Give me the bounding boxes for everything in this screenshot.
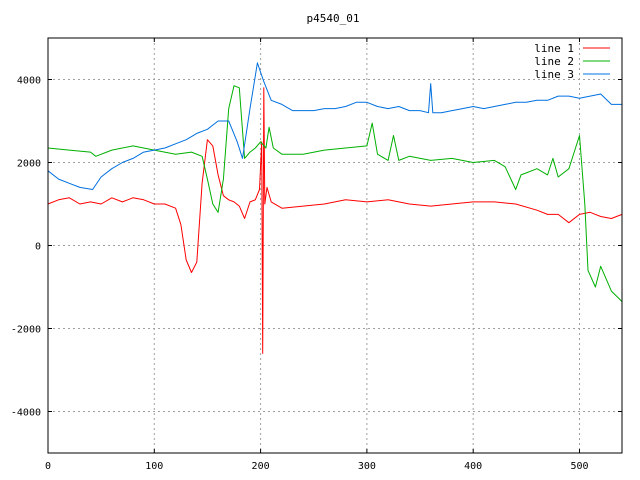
x-tick-label: 500 [570,461,588,472]
x-tick-label: 0 [45,461,51,472]
legend-label: line 2 [534,55,574,68]
y-tick-label: -4000 [11,408,41,419]
x-tick-label: 200 [252,461,270,472]
grid [47,38,622,453]
legend-label: line 1 [534,42,574,55]
chart-title: p4540_01 [307,12,360,25]
series-line-1 [47,87,623,354]
y-tick-label: 4000 [17,76,41,87]
series-line-2 [47,85,623,302]
y-tick-label: 2000 [17,159,41,170]
y-tick-label: -2000 [11,325,41,336]
series-lines [47,62,623,354]
series-line-3 [47,62,622,190]
legend-label: line 3 [534,68,574,81]
x-tick-label: 300 [358,461,376,472]
x-tick-label: 400 [464,461,482,472]
x-tick-label: 100 [145,461,163,472]
axes: 0 100 200 300 400 500 -4000 -2000 0 2000 4000 [11,38,622,472]
y-tick-label: 0 [35,242,41,253]
